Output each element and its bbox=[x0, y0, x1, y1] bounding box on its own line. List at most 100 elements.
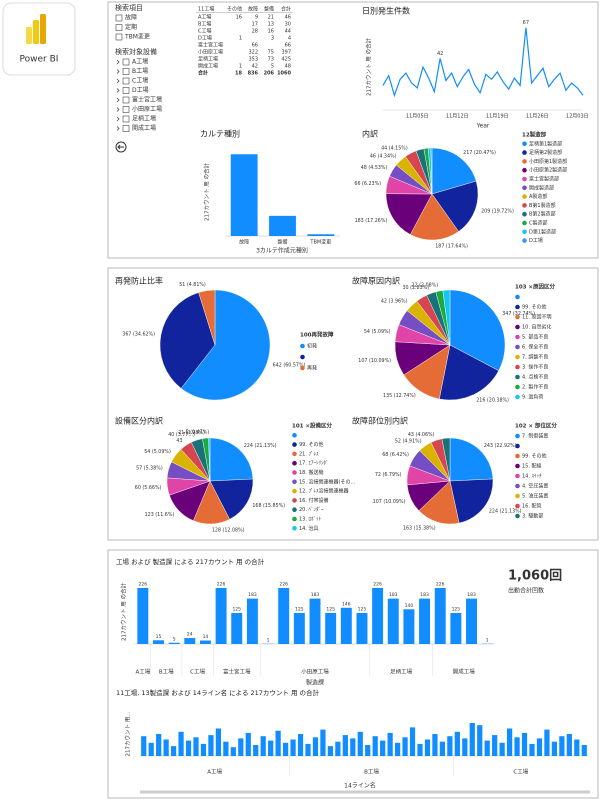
legend-marker bbox=[515, 433, 520, 439]
data-label: 125 bbox=[232, 607, 241, 613]
bar bbox=[342, 735, 348, 756]
legend-marker bbox=[522, 229, 527, 235]
table-cell: 42 bbox=[252, 64, 258, 70]
expand-chevron[interactable] bbox=[116, 88, 120, 93]
table-cell: 富士宮工場 bbox=[198, 42, 223, 49]
bar bbox=[293, 613, 305, 644]
pie-slice bbox=[431, 147, 477, 195]
x-tick-label: 11月05日 bbox=[406, 114, 429, 120]
checkbox[interactable] bbox=[122, 115, 130, 123]
checkbox[interactable] bbox=[115, 33, 123, 41]
logo[interactable]: Power BI bbox=[2, 2, 76, 76]
table-cell: 合計 bbox=[197, 70, 208, 77]
legend-label: 足柄第2製造部 bbox=[529, 149, 562, 156]
back-button[interactable] bbox=[115, 141, 127, 153]
table-cell: 66 bbox=[285, 43, 291, 49]
pie-slice bbox=[441, 437, 451, 482]
bar bbox=[365, 745, 371, 756]
chart-title: 再発防止比率 bbox=[115, 276, 163, 286]
expand-chevron[interactable] bbox=[116, 116, 120, 122]
checkbox[interactable] bbox=[115, 24, 123, 31]
checkbox[interactable] bbox=[122, 58, 130, 66]
x-axis-title: 14ライン名 bbox=[344, 782, 376, 790]
legend-marker bbox=[515, 294, 520, 300]
table-cell: 開成工場 bbox=[198, 63, 218, 70]
legend-marker bbox=[522, 211, 527, 217]
back-arrow bbox=[117, 144, 124, 150]
checkbox[interactable] bbox=[122, 106, 130, 113]
table-header: 整備 bbox=[264, 6, 274, 13]
legend-marker bbox=[515, 354, 520, 360]
bar bbox=[402, 737, 408, 756]
table-cell: 48 bbox=[285, 64, 291, 70]
data-label: 52 (4.91%) bbox=[395, 439, 422, 445]
checkbox[interactable] bbox=[122, 96, 130, 104]
bar bbox=[380, 740, 386, 756]
group-label: A工場 bbox=[135, 668, 150, 676]
pie-slice bbox=[449, 289, 506, 371]
bar bbox=[309, 598, 321, 644]
bar bbox=[521, 732, 528, 756]
legend-label: 18. 搬送機 bbox=[299, 469, 324, 476]
back-circle bbox=[115, 141, 127, 153]
data-label: 183 bbox=[311, 592, 320, 598]
legend-label: 5. 部品不良 bbox=[522, 334, 548, 341]
bar bbox=[447, 736, 453, 756]
chart-title: 故障原因内訳 bbox=[352, 276, 400, 286]
slicer-item: D工場 bbox=[132, 86, 149, 94]
data-label: 226 bbox=[373, 581, 382, 587]
expand-chevron[interactable] bbox=[116, 107, 120, 112]
expand-chevron[interactable] bbox=[116, 97, 120, 103]
legend-label: 開成製造部 bbox=[529, 184, 554, 191]
data-label: 183 bbox=[420, 592, 429, 598]
bar bbox=[223, 741, 229, 756]
chart-title: カルテ種別 bbox=[200, 129, 240, 139]
legend-title: 103 ×原因区分 bbox=[515, 283, 556, 291]
checkbox[interactable] bbox=[115, 14, 123, 22]
bar bbox=[200, 743, 207, 756]
expand-chevron[interactable] bbox=[116, 126, 120, 131]
bar bbox=[238, 738, 244, 756]
pie-slice bbox=[208, 437, 211, 482]
bar bbox=[184, 638, 196, 644]
legend-marker bbox=[522, 150, 527, 155]
legend-label: 12. ﾌﾟﾚｽ溶接関連機器 bbox=[299, 488, 349, 495]
checkbox[interactable] bbox=[122, 125, 130, 132]
bar bbox=[432, 734, 438, 756]
data-label: 68 (6.42%) bbox=[382, 452, 409, 458]
chart-title: 故障部位別内訳 bbox=[352, 416, 408, 426]
data-label: 57 (5.38%) bbox=[136, 466, 163, 472]
legend-marker bbox=[522, 167, 527, 173]
slicer-item: 足柄工場 bbox=[132, 115, 156, 123]
legend-label: 16. 配管 bbox=[522, 503, 542, 510]
legend-label: B第2製造部 bbox=[529, 211, 556, 218]
pie-slice bbox=[198, 289, 216, 346]
legend-marker bbox=[515, 394, 520, 400]
legend-label: 10. 自然劣化 bbox=[522, 324, 552, 331]
group-label: 開成工場 bbox=[453, 668, 476, 676]
legend-marker bbox=[522, 194, 527, 199]
expand-chevron[interactable] bbox=[116, 69, 120, 74]
chart-title: 工場 および 製造課 による 217カウント 用 の合計 bbox=[116, 557, 265, 566]
data-label: 51 (4.81%) bbox=[179, 282, 206, 288]
checkbox[interactable] bbox=[122, 87, 130, 94]
table-cell: 3 bbox=[271, 36, 274, 42]
pie-slice bbox=[385, 193, 433, 235]
checkbox[interactable] bbox=[122, 68, 130, 75]
bar bbox=[574, 739, 580, 756]
legend-marker bbox=[522, 185, 527, 191]
checkbox[interactable] bbox=[122, 77, 130, 85]
data-label: 21 (1.98%) bbox=[178, 430, 205, 436]
legend-label: 99. その他 bbox=[299, 441, 324, 448]
bar bbox=[245, 732, 251, 756]
legend-marker bbox=[522, 159, 527, 164]
expand-chevron[interactable] bbox=[116, 78, 120, 84]
table-cell: 4 bbox=[288, 36, 291, 42]
x-axis-title: 製造課 bbox=[306, 679, 324, 687]
bar bbox=[424, 739, 431, 756]
data-label: 43 (4.06%) bbox=[408, 432, 435, 438]
expand-chevron[interactable] bbox=[116, 59, 120, 65]
legend-marker bbox=[522, 220, 527, 226]
bar bbox=[230, 747, 236, 756]
table-cell: 足柄工場 bbox=[198, 56, 218, 63]
